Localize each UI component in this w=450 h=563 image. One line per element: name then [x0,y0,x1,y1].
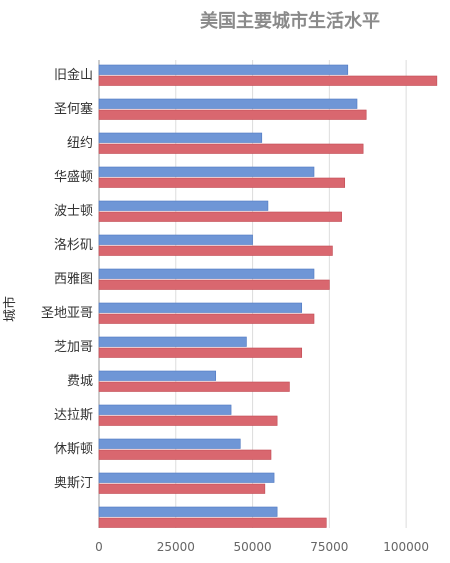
bars [98,64,438,528]
category-label: 华盛顿 [54,170,93,185]
bar [98,98,358,109]
bar [98,449,272,460]
x-tick-label: 25000 [157,540,195,554]
category-label: 西雅图 [54,272,93,287]
bar [98,234,253,245]
category-label: 旧金山 [54,67,93,83]
category-label: 波士顿 [54,204,93,219]
bar [98,506,278,517]
bar [98,143,364,154]
x-tick-label: 50000 [233,540,271,554]
bar [98,347,303,358]
bar [98,313,315,324]
bar [98,109,367,120]
category-label: 达拉斯 [54,408,93,423]
bar [98,245,333,256]
bar [98,211,342,222]
category-label: 圣何塞 [54,101,93,117]
bar [98,279,330,290]
bar [98,404,232,415]
bar [98,75,438,86]
category-label: 芝加哥 [54,339,93,355]
bar [98,370,217,381]
x-axis-ticks: 0 25000 50000 75000 100000 [95,540,429,554]
bar [98,415,278,426]
bar [98,200,269,211]
bar [98,336,247,347]
category-label: 奥斯汀 [54,476,93,491]
bar [98,472,275,483]
x-tick-label: 0 [95,540,103,554]
bar [98,132,263,143]
bar [98,483,266,494]
bar [98,381,290,392]
bar [98,438,241,449]
chart-title: 美国主要城市生活水平 [200,10,380,32]
category-label: 洛杉矶 [54,238,93,253]
category-label: 休斯顿 [54,442,93,457]
bar [98,268,315,279]
bar [98,64,349,75]
category-label: 纽约 [67,136,93,151]
category-label: 费城 [67,374,93,389]
bar [98,177,346,188]
category-label: 圣地亚哥 [41,306,93,321]
bar [98,517,327,528]
bar [98,302,303,313]
bar [98,166,315,177]
x-tick-label: 75000 [310,540,348,554]
x-tick-label: 100000 [383,540,429,554]
y-axis-label: 城市 [2,296,18,322]
